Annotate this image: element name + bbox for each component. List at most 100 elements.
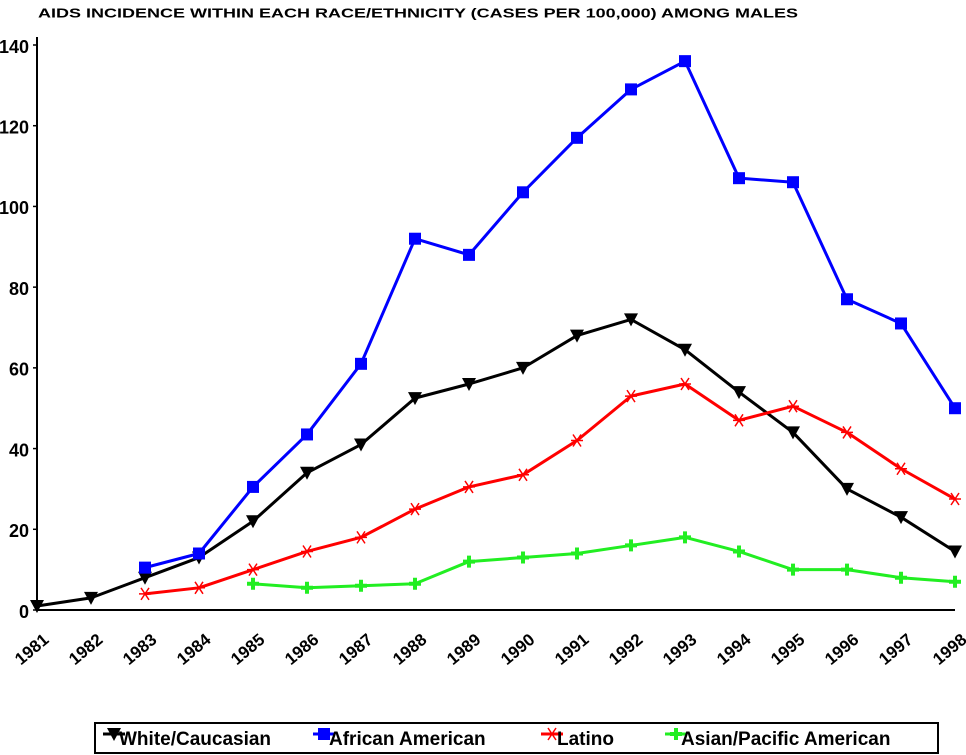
marker [193, 581, 205, 595]
legend-label: Latino [557, 729, 614, 750]
legend-box [94, 722, 939, 754]
marker [787, 176, 799, 189]
y-tick-label: 80 [9, 279, 29, 299]
series-line [36, 317, 956, 608]
marker [679, 377, 691, 391]
marker [787, 399, 799, 413]
marker [300, 466, 314, 480]
x-tick-label: 1987 [335, 630, 376, 669]
x-tick-label: 1997 [875, 630, 916, 669]
series-line [144, 382, 956, 596]
x-tick-label: 1984 [173, 630, 215, 669]
marker [517, 468, 529, 482]
x-tick-label: 1991 [551, 630, 592, 669]
y-tick-label: 20 [9, 521, 29, 541]
marker [732, 386, 746, 400]
marker [355, 530, 367, 544]
marker [463, 555, 475, 568]
marker [462, 378, 476, 391]
marker [354, 438, 368, 452]
marker [193, 547, 205, 560]
marker [625, 83, 637, 96]
marker [679, 55, 691, 68]
marker [786, 426, 800, 440]
marker [247, 480, 259, 493]
marker [733, 413, 745, 427]
marker [895, 317, 907, 330]
legend-label: White/Caucasian [119, 729, 271, 750]
x-tick-label: 1986 [281, 630, 322, 669]
marker [517, 186, 529, 199]
y-tick-label: 0 [19, 602, 29, 622]
marker [355, 579, 367, 592]
marker [546, 727, 558, 741]
x-tick-label: 1993 [659, 630, 700, 669]
marker [840, 482, 854, 496]
marker [679, 531, 691, 544]
marker [247, 563, 259, 577]
marker [84, 591, 98, 605]
legend-label: African American [329, 729, 486, 750]
series-line [252, 535, 956, 590]
marker [408, 392, 422, 406]
y-tick-label: 120 [0, 117, 29, 137]
marker [841, 563, 853, 576]
x-tick-label: 1995 [767, 630, 808, 669]
marker [841, 293, 853, 306]
series-line [144, 59, 957, 570]
marker [301, 428, 313, 441]
x-tick-label: 1994 [713, 630, 755, 669]
marker [139, 587, 151, 601]
marker [301, 581, 313, 594]
x-tick-label: 1990 [497, 630, 538, 669]
marker [318, 728, 330, 740]
marker [895, 462, 907, 476]
marker [107, 728, 121, 741]
marker [463, 248, 475, 261]
marker [670, 728, 682, 740]
marker [841, 426, 853, 439]
marker [409, 577, 421, 590]
x-tick-label: 1988 [389, 630, 430, 669]
x-tick-label: 1989 [443, 630, 484, 669]
marker [246, 515, 260, 529]
marker [30, 599, 44, 613]
marker [678, 343, 692, 357]
legend-label: Asian/Pacific American [681, 729, 890, 750]
marker [949, 402, 961, 415]
marker [624, 313, 638, 327]
marker [517, 551, 529, 564]
y-tick-label: 40 [9, 440, 29, 460]
x-tick-label: 1982 [65, 630, 106, 669]
x-tick-label: 1983 [119, 630, 160, 669]
marker [949, 492, 961, 506]
marker [949, 575, 961, 588]
marker [625, 539, 637, 552]
x-tick-label: 1985 [227, 630, 268, 669]
marker [463, 480, 475, 494]
x-tick-label: 1996 [821, 630, 862, 669]
x-tick-label: 1981 [11, 630, 52, 669]
chart-title: AIDS INCIDENCE WITHIN EACH RACE/ETHNICIT… [38, 5, 798, 20]
marker [571, 131, 583, 144]
marker [355, 357, 367, 370]
marker [948, 545, 962, 559]
marker [409, 232, 421, 245]
y-tick-label: 140 [0, 37, 29, 57]
marker [895, 571, 907, 584]
marker [787, 563, 799, 576]
x-tick-label: 1998 [929, 630, 966, 669]
marker [301, 545, 313, 558]
x-tick-label: 1992 [605, 630, 646, 669]
marker [733, 172, 745, 185]
marker [625, 389, 637, 403]
marker [733, 545, 745, 558]
marker [516, 361, 530, 375]
marker [409, 502, 421, 516]
marker [571, 434, 583, 447]
marker [570, 329, 584, 343]
marker [139, 561, 151, 574]
marker [138, 571, 152, 585]
y-tick-label: 60 [9, 360, 29, 380]
